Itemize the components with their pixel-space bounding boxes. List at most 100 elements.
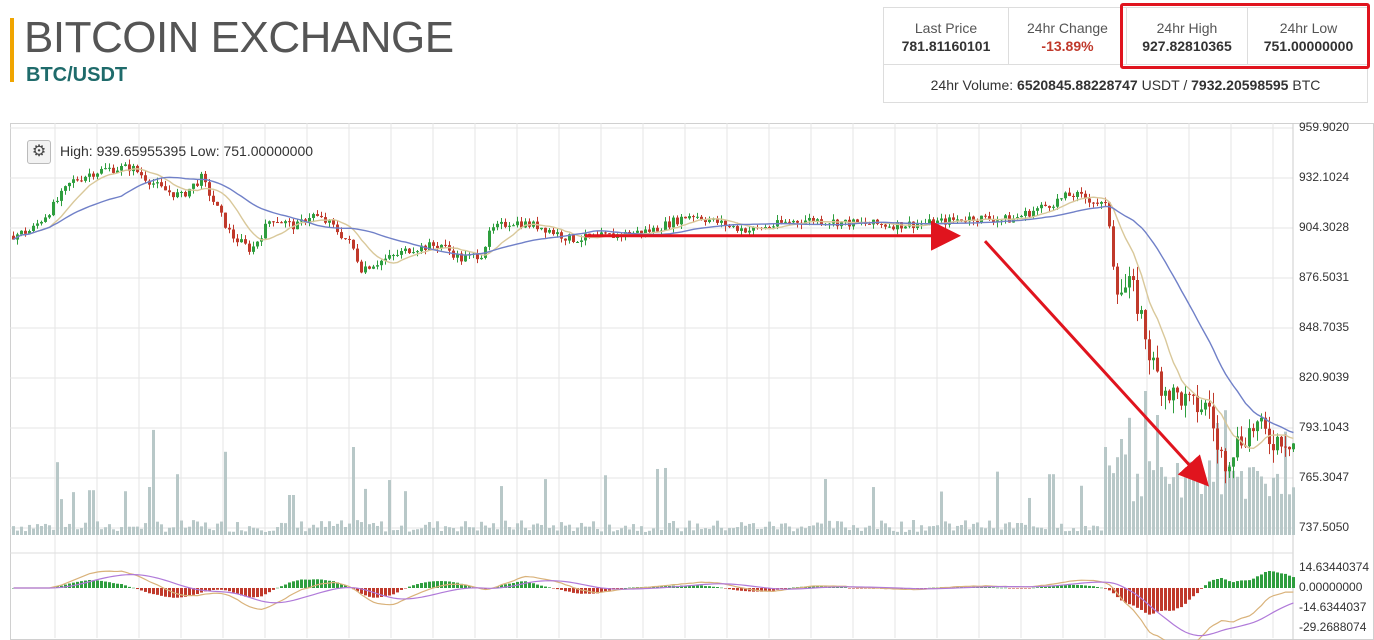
candle-up [1232, 457, 1235, 467]
candle-down [736, 226, 739, 231]
volume-bar [884, 523, 887, 535]
macd-histogram-bar [692, 585, 695, 588]
volume-bar [1228, 464, 1231, 535]
macd-histogram-bar [620, 588, 623, 589]
volume-bar [1008, 522, 1011, 535]
candle-down [884, 224, 887, 227]
volume-bar [108, 524, 111, 535]
page-title: BITCOIN EXCHANGE [24, 13, 454, 62]
macd-histogram-bar [524, 581, 527, 588]
chart-low-value: 751.00000000 [223, 143, 314, 159]
macd-histogram-bar [388, 588, 391, 596]
volume-bar [72, 492, 75, 535]
trading-pair: BTC/USDT [26, 64, 128, 86]
macd-histogram-bar [756, 588, 759, 592]
volume-bar [428, 522, 431, 535]
macd-histogram-bar [1224, 579, 1227, 588]
candle-down [1108, 202, 1111, 227]
candle-down [984, 215, 987, 217]
candle-down [220, 205, 223, 213]
volume-bar [1152, 470, 1155, 535]
volume-bar [40, 526, 43, 535]
candle-up [496, 223, 499, 228]
candle-down [316, 214, 319, 216]
volume-bar [132, 526, 135, 535]
volume-bar [948, 523, 951, 535]
volume-bar [988, 520, 991, 535]
macd-histogram-bar [1020, 588, 1023, 589]
candle-down [972, 216, 975, 222]
volume-bar [176, 474, 179, 535]
volume-bar [164, 531, 167, 535]
candle-up [784, 221, 787, 223]
volume-bar [776, 529, 779, 535]
volume-bar [732, 528, 735, 535]
macd-histogram-bar [708, 586, 711, 588]
volume-bar [896, 531, 899, 535]
change-stat: 24hr Change -13.89% [1009, 8, 1127, 64]
volume-bar [340, 520, 343, 535]
volume-bar [868, 525, 871, 535]
candle-down [716, 218, 719, 223]
volume-bar [1236, 476, 1239, 535]
price-chart[interactable]: ⚙ High: 939.65955395 Low: 751.00000000 9… [10, 120, 1374, 640]
candle-down [292, 221, 295, 230]
candle-up [416, 251, 419, 253]
volume-bar [64, 526, 67, 535]
macd-histogram-bar [1268, 570, 1271, 588]
macd-histogram-bar [144, 588, 147, 592]
candle-up [644, 229, 647, 234]
macd-histogram-bar [988, 587, 991, 588]
macd-histogram-bar [1108, 588, 1111, 591]
macd-histogram-bar [1192, 588, 1195, 597]
macd-histogram-bar [468, 585, 471, 588]
volume-bar [640, 526, 643, 535]
candle-down [1028, 210, 1031, 217]
macd-histogram-bar [508, 583, 511, 588]
volume-bar [1188, 461, 1191, 535]
volume-bar [1272, 477, 1275, 535]
candle-down [368, 266, 371, 269]
volume-bar [20, 526, 23, 535]
volume-bar [248, 526, 251, 535]
macd-histogram-bar [464, 584, 467, 588]
volume-bar [1204, 479, 1207, 535]
gear-icon[interactable]: ⚙ [27, 140, 51, 164]
volume-bar [752, 523, 755, 535]
macd-histogram-bar [740, 588, 743, 591]
macd-histogram-bar [224, 588, 227, 591]
chart-high-label: High: [60, 143, 93, 159]
candle-up [1024, 210, 1027, 216]
chart-canvas[interactable] [10, 123, 1374, 640]
volume-bar [576, 527, 579, 535]
volume-bar [1064, 531, 1067, 535]
macd-histogram-bar [700, 585, 703, 588]
volume-bar [676, 528, 679, 535]
volume-bar [1080, 485, 1083, 535]
candle-down [1156, 357, 1159, 372]
macd-histogram-bar [596, 588, 599, 594]
volume-bar [748, 523, 751, 535]
macd-histogram-bar [152, 588, 155, 595]
volume-bar [352, 447, 355, 535]
macd-histogram-bar [304, 579, 307, 588]
candle-down [892, 226, 895, 230]
candle-up [36, 223, 39, 226]
macd-histogram-bar [848, 588, 851, 589]
macd-histogram-bar [1220, 577, 1223, 588]
macd-histogram-bar [392, 588, 395, 595]
volume-bar [820, 523, 823, 535]
macd-histogram-bar [564, 588, 567, 592]
volume-bar [652, 528, 655, 535]
candle-up [772, 226, 775, 228]
volume-bar [792, 531, 795, 535]
candle-up [1040, 204, 1043, 209]
candle-down [276, 222, 279, 224]
volume-bar [620, 528, 623, 535]
candle-down [1072, 195, 1075, 197]
volume-bar [572, 530, 575, 535]
candle-down [1080, 191, 1083, 194]
candle-up [176, 192, 179, 198]
macd-histogram-bar [1240, 580, 1243, 588]
candle-down [684, 216, 687, 219]
